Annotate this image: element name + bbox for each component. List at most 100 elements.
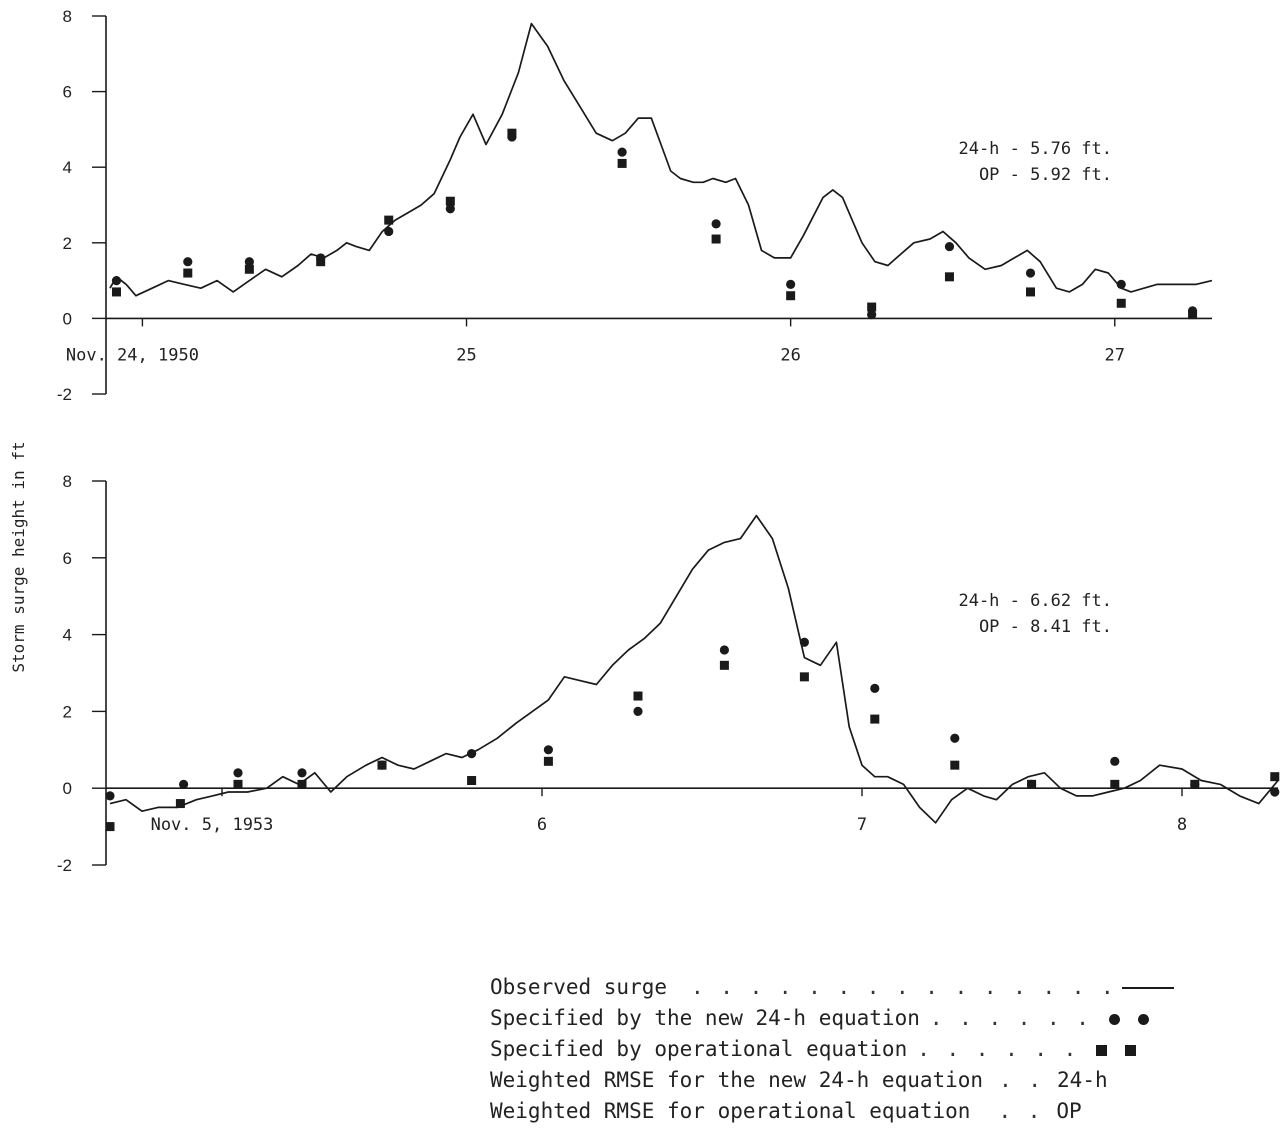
- new-24h-point: [179, 779, 189, 789]
- chart-panel-1953: -2 0 2 4 6 8 Nov. 5, 1953 6 7 8 24-h - 6.62 ft. O…: [57, 472, 1280, 875]
- y-tick-label: 2: [63, 234, 72, 253]
- operational-point: [617, 158, 627, 168]
- new-24h-point: [445, 204, 455, 214]
- operational-point: [870, 714, 880, 724]
- legend-leader: . . . . . . . . . . . . . . .: [691, 975, 1116, 999]
- operational-point: [1027, 779, 1037, 789]
- operational-point: [1190, 779, 1200, 789]
- operational-point: [244, 264, 254, 274]
- legend-row-rmse-op: Weighted RMSE for operational equation .…: [490, 1096, 1174, 1127]
- rmse-annotation: 24-h - 5.76 ft. OP - 5.92 ft.: [958, 139, 1112, 185]
- legend-row-observed: Observed surge . . . . . . . . . . . . .…: [490, 972, 1174, 1003]
- operational-point: [1025, 287, 1035, 297]
- rmse-text: OP - 8.41 ft.: [979, 617, 1112, 637]
- observed-surge-line: [109, 22, 1213, 297]
- new-24h-point: [950, 733, 960, 743]
- new-24h-point: [1270, 787, 1280, 797]
- operational-point: [105, 822, 115, 832]
- operational-markers: [105, 660, 1280, 832]
- new-24h-markers: [105, 637, 1280, 801]
- operational-point: [1110, 779, 1120, 789]
- legend: Observed surge . . . . . . . . . . . . .…: [490, 972, 1174, 1127]
- y-tick-label: 8: [63, 472, 72, 491]
- operational-point: [867, 302, 877, 312]
- x-tick-label: 26: [780, 345, 800, 365]
- legend-label: Observed surge: [490, 975, 668, 999]
- new-24h-point: [1110, 756, 1120, 766]
- x-tick-label: Nov. 5, 1953: [151, 815, 274, 835]
- rmse-text: OP - 5.92 ft.: [979, 165, 1112, 185]
- legend-leader: . .: [999, 1068, 1044, 1092]
- legend-row-op: Specified by operational equation . . . …: [490, 1034, 1174, 1065]
- x-tick-label: 6: [537, 815, 547, 835]
- new-24h-point: [870, 683, 880, 693]
- y-tick-label: 0: [63, 309, 72, 328]
- new-24h-point: [244, 257, 254, 267]
- x-tick-label: 27: [1105, 345, 1125, 365]
- operational-point: [175, 799, 185, 809]
- observed-surge-path: [109, 22, 1213, 297]
- legend-label: Weighted RMSE for operational equation: [490, 1099, 971, 1123]
- new-24h-point: [384, 226, 394, 237]
- new-24h-point: [711, 219, 721, 229]
- operational-point: [445, 196, 455, 206]
- operational-point: [467, 776, 477, 786]
- y-tick-label: 8: [63, 7, 72, 26]
- x-axis: Nov. 5, 1953 6 7 8: [106, 787, 1278, 835]
- operational-point: [633, 691, 643, 701]
- operational-point: [1270, 772, 1280, 782]
- new-24h-point: [297, 768, 307, 778]
- new-24h-point: [467, 749, 477, 759]
- legend-key-squares: [1096, 1034, 1154, 1065]
- operational-point: [384, 215, 394, 225]
- y-tick-label: 6: [63, 549, 72, 568]
- legend-key-dots: [1108, 1003, 1167, 1034]
- new-24h-point: [105, 791, 115, 801]
- x-tick-label: Nov. 24, 1950: [66, 345, 199, 365]
- observed-surge-line: [109, 514, 1279, 824]
- new-24h-point: [233, 768, 243, 778]
- legend-row-rmse-24h: Weighted RMSE for the new 24-h equation …: [490, 1065, 1174, 1096]
- new-24h-point: [633, 706, 643, 717]
- rmse-text: 24-h - 5.76 ft.: [958, 139, 1112, 159]
- new-24h-point: [799, 637, 810, 647]
- operational-point: [950, 760, 960, 770]
- new-24h-point: [1116, 279, 1126, 289]
- legend-key-text: OP: [1056, 1099, 1082, 1123]
- legend-label: Weighted RMSE for the new 24-h equation: [490, 1068, 984, 1092]
- operational-point: [711, 234, 721, 244]
- chart-panel-1950: -2 0 2 4 6 8 Nov. 24, 1950 25 26 27 24-h - 5.76 …: [57, 7, 1213, 404]
- y-tick-label: 2: [63, 702, 72, 721]
- legend-key-text: 24-h: [1057, 1068, 1108, 1092]
- legend-label: Specified by the new 24-h equation: [490, 1006, 920, 1030]
- legend-leader: . . . . . .: [917, 1037, 1079, 1061]
- observed-surge-path: [109, 514, 1279, 824]
- operational-point: [944, 272, 954, 282]
- y-tick-label: 4: [63, 158, 72, 177]
- rmse-annotation: 24-h - 6.62 ft. OP - 8.41 ft.: [958, 591, 1112, 637]
- x-tick-label: 8: [1177, 815, 1187, 835]
- operational-point: [316, 257, 326, 267]
- y-tick-label: 4: [63, 626, 72, 645]
- x-tick-label: 25: [456, 345, 476, 365]
- new-24h-point: [719, 645, 730, 655]
- y-tick-label: 6: [63, 83, 72, 102]
- new-24h-point: [111, 276, 122, 286]
- y-axis: -2 0 2 4 6 8: [57, 472, 107, 875]
- new-24h-point: [1025, 268, 1036, 278]
- operational-point: [377, 760, 387, 770]
- operational-point: [233, 779, 243, 789]
- legend-leader: . . . . . .: [929, 1006, 1091, 1030]
- y-tick-label: -2: [57, 856, 72, 875]
- y-axis-label: Storm surge height in ft: [9, 441, 28, 672]
- new-24h-point: [183, 257, 193, 267]
- operational-point: [297, 779, 307, 789]
- y-tick-label: -2: [57, 385, 72, 404]
- new-24h-point: [617, 147, 627, 157]
- operational-point: [1116, 298, 1126, 308]
- operational-markers: [111, 128, 1198, 320]
- new-24h-point: [786, 279, 796, 289]
- rmse-text: 24-h - 6.62 ft.: [958, 591, 1112, 611]
- legend-label: Specified by operational equation: [490, 1037, 908, 1061]
